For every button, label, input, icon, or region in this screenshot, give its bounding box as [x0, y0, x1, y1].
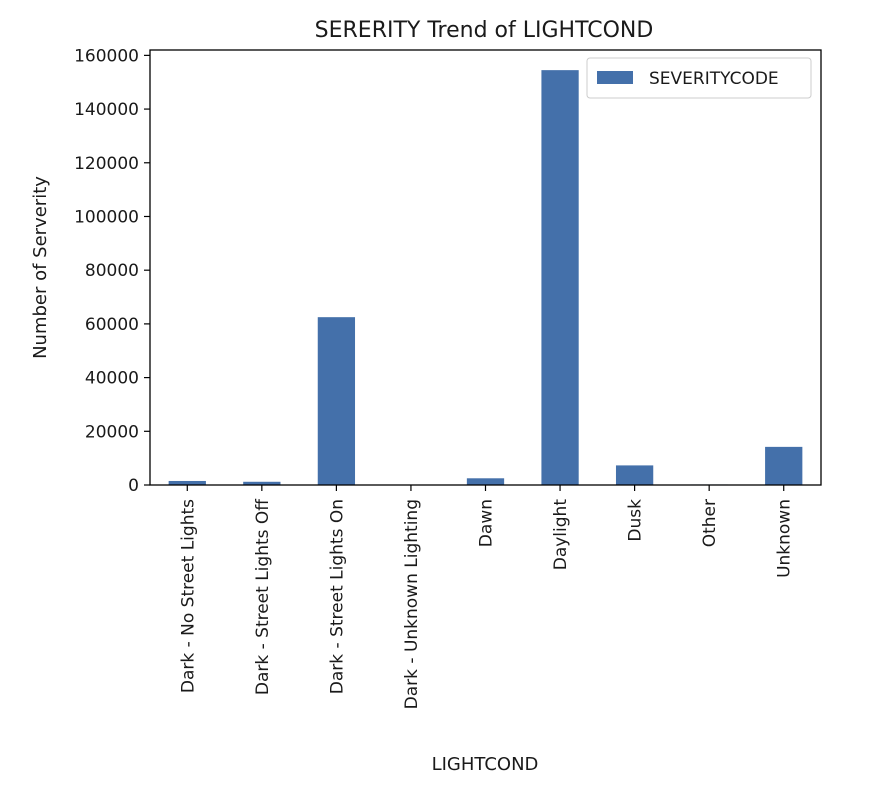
- x-axis-label: LIGHTCOND: [432, 754, 539, 775]
- y-tick-label-2: 40000: [85, 369, 139, 389]
- bar-8: [765, 447, 802, 485]
- x-tick-label-3: Dark - Unknown Lighting: [402, 499, 422, 709]
- legend-series-label: SEVERITYCODE: [649, 69, 779, 89]
- y-axis-label: Number of Serverity: [30, 176, 51, 359]
- bar-6: [616, 465, 653, 485]
- y-tick-label-0: 0: [128, 476, 139, 496]
- x-tick-label-5: Daylight: [551, 499, 571, 571]
- plot-frame: [150, 50, 821, 485]
- bar-2: [318, 317, 355, 485]
- y-axis: 0 20000 40000 60000 80000 100000 120000 140000 1…: [74, 46, 150, 496]
- y-tick-label-4: 80000: [85, 261, 139, 281]
- bars-group: [169, 70, 803, 485]
- x-tick-label-1: Dark - Street Lights Off: [253, 498, 273, 695]
- y-tick-label-3: 60000: [85, 315, 139, 335]
- x-tick-label-6: Dusk: [626, 499, 646, 542]
- y-tick-label-6: 120000: [74, 154, 139, 174]
- x-tick-label-7: Other: [700, 499, 720, 547]
- y-tick-label-8: 160000: [74, 46, 139, 66]
- x-tick-label-0: Dark - No Street Lights: [178, 499, 198, 693]
- bar-5: [541, 70, 578, 485]
- legend-swatch: [597, 71, 633, 84]
- chart-title: SERERITY Trend of LIGHTCOND: [315, 18, 654, 43]
- legend: SEVERITYCODE: [587, 58, 811, 98]
- y-tick-label-1: 20000: [85, 422, 139, 442]
- y-tick-label-5: 100000: [74, 207, 139, 227]
- x-axis: Dark - No Street Lights Dark - Street Lig…: [178, 485, 794, 709]
- x-tick-label-2: Dark - Street Lights On: [327, 499, 347, 694]
- y-tick-label-7: 140000: [74, 100, 139, 120]
- bar-4: [467, 478, 504, 485]
- x-tick-label-8: Unknown: [775, 499, 795, 578]
- x-tick-label-4: Dawn: [477, 499, 497, 547]
